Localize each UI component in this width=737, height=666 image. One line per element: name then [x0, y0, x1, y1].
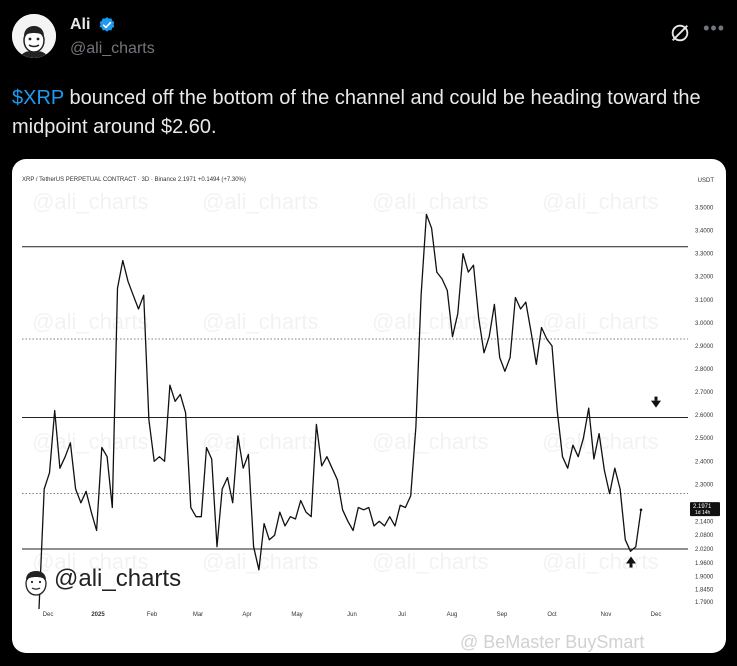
tweet-header: Ali @ali_charts •••	[12, 12, 725, 64]
bg-watermark-text: @ali_charts	[32, 429, 149, 454]
y-tick-label: 2.6000	[695, 413, 714, 419]
watermark-handle: @ali_charts	[54, 565, 182, 592]
y-tick-label: 2.3000	[695, 482, 714, 488]
avatar-face-icon	[12, 14, 56, 58]
x-tick-label: Jul	[398, 612, 406, 618]
bg-watermark-text: @ali_charts	[32, 549, 149, 574]
y-tick-label: 2.5000	[695, 436, 714, 442]
tweet-text: $XRP bounced off the bottom of the chann…	[12, 84, 712, 142]
y-tick-label: 2.0200	[695, 547, 714, 553]
bg-watermark-text: @ali_charts	[372, 549, 489, 574]
y-tick-label: 1.9600	[695, 561, 714, 567]
x-tick-label: Jun	[347, 612, 357, 618]
bg-watermark-text: @ali_charts	[372, 309, 489, 334]
y-tick-label: 2.0800	[695, 533, 714, 539]
avatar[interactable]	[12, 14, 56, 58]
bg-watermark-text: @ali_charts	[202, 309, 319, 334]
y-tick-label: 3.4000	[695, 229, 714, 235]
price-label-box	[690, 502, 720, 517]
author-handle[interactable]: @ali_charts	[70, 40, 155, 57]
x-tick-label: Dec	[651, 612, 662, 618]
more-icon[interactable]: •••	[703, 18, 725, 38]
y-tick-label: 1.7900	[695, 600, 714, 606]
x-tick-label: Oct	[547, 612, 557, 618]
author-name[interactable]: Ali	[70, 16, 91, 33]
arrow-up-icon	[626, 556, 636, 564]
x-tick-label: May	[291, 612, 302, 618]
price-label-countdown: 1d 14h	[695, 510, 711, 516]
y-tick-label: 3.3000	[695, 252, 714, 258]
x-tick-label: Dec	[43, 612, 54, 618]
arrow-stem	[629, 563, 633, 568]
bg-watermark-text: @ali_charts	[202, 189, 319, 214]
x-tick-label: Apr	[242, 612, 251, 618]
x-tick-label: Nov	[601, 612, 612, 618]
bg-watermark-text: @ali_charts	[202, 429, 319, 454]
chart-header: XRP / TetherUS PERPETUAL CONTRACT · 3D ·…	[22, 177, 246, 183]
y-tick-label: 2.8000	[695, 367, 714, 373]
tweet-body: bounced off the bottom of the channel an…	[12, 87, 701, 138]
x-tick-label: Feb	[147, 612, 158, 618]
y-tick-label: 1.8450	[695, 587, 714, 593]
bg-watermark-text: @ali_charts	[32, 309, 149, 334]
arrow-down-icon	[651, 400, 661, 408]
x-tick-label: Aug	[447, 612, 458, 618]
price-line	[38, 213, 642, 610]
bg-watermark-text: @ali_charts	[372, 189, 489, 214]
last-price-point	[639, 508, 643, 512]
x-tick-label: Mar	[193, 612, 203, 618]
y-tick-label: 2.4000	[695, 459, 714, 465]
chart-image[interactable]: @ali_charts @ali_charts @ali_charts @ali_ch…	[12, 159, 726, 653]
x-tick-label: 2025	[91, 612, 105, 618]
y-tick-label: 2.9000	[695, 344, 714, 350]
watermark-face-icon	[25, 571, 47, 596]
verified-badge-icon	[99, 17, 115, 32]
price-chart: @ali_charts @ali_charts @ali_charts @ali_ch…	[22, 189, 720, 618]
y-tick-label: 3.0000	[695, 321, 714, 327]
cashtag-link[interactable]: $XRP	[12, 87, 64, 109]
y-tick-label: 2.7000	[695, 390, 714, 396]
x-tick-label: Sep	[497, 612, 508, 618]
price-label: 2.1971	[693, 504, 712, 510]
bg-watermark-text: @ali_charts	[542, 189, 659, 214]
bg-watermark-text: @ali_charts	[372, 429, 489, 454]
grok-icon[interactable]	[669, 22, 691, 44]
bg-watermark-text: @ali_charts	[32, 189, 149, 214]
currency-label: USDT	[697, 178, 714, 184]
y-tick-label: 2.1400	[695, 519, 714, 525]
overlay-watermark: @ BeMaster BuySmart	[460, 632, 645, 652]
y-tick-label: 3.5000	[695, 205, 714, 211]
y-tick-label: 3.1000	[695, 298, 714, 304]
bg-watermark-text: @ali_charts	[542, 549, 659, 574]
bg-watermark-text: @ali_charts	[542, 309, 659, 334]
y-tick-label: 3.2000	[695, 275, 714, 281]
arrow-stem	[654, 396, 658, 401]
y-tick-label: 1.9000	[695, 575, 714, 581]
